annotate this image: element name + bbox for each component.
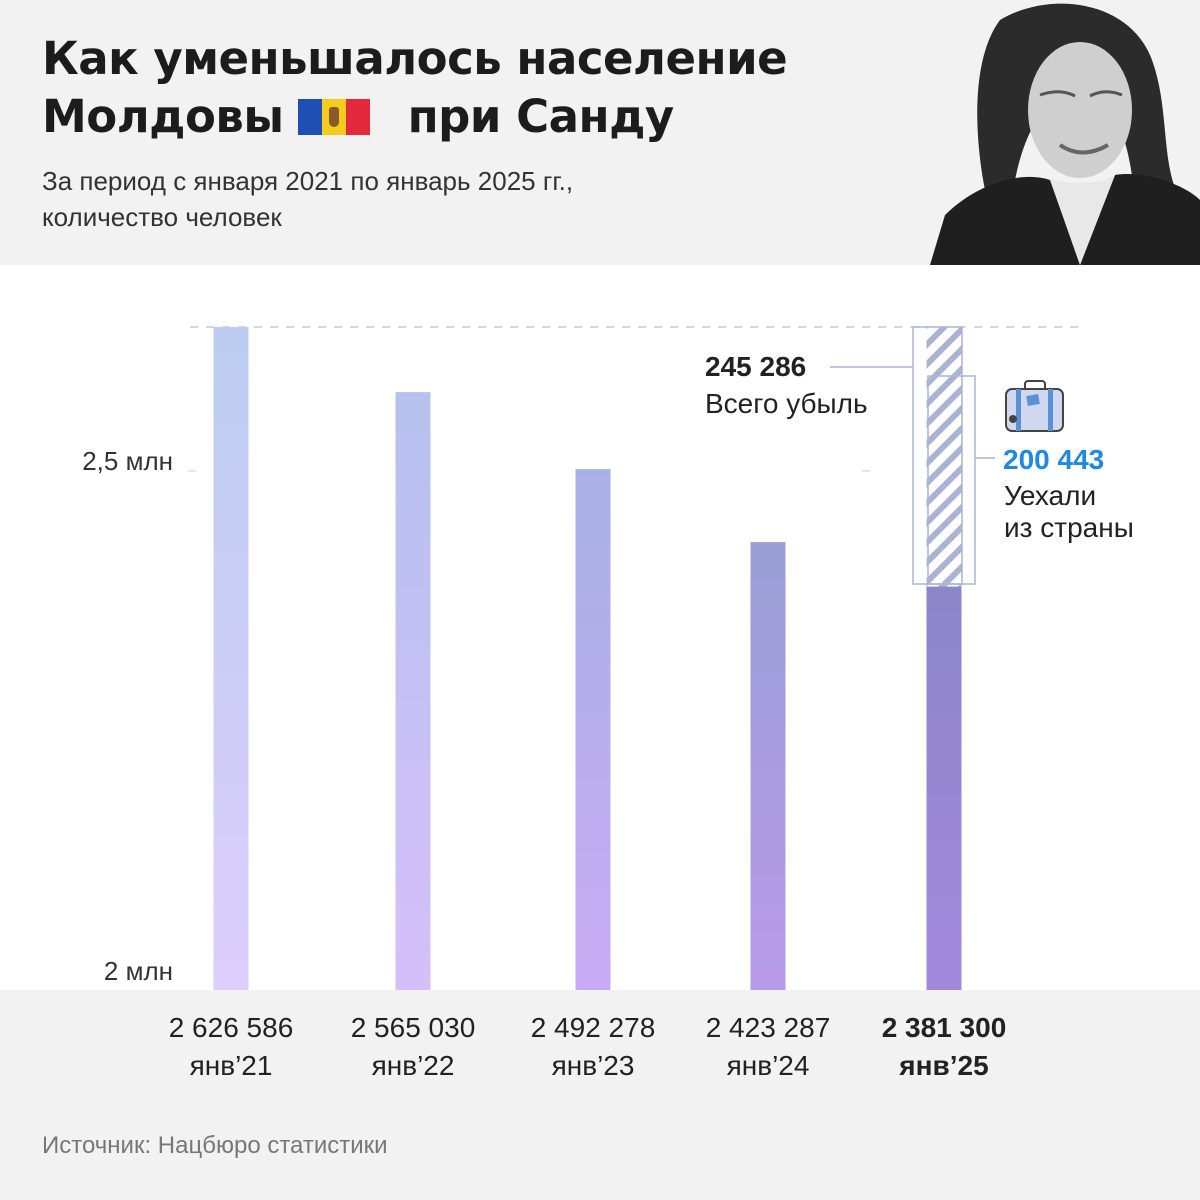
title-line-2: Молдовы при Санду <box>42 88 787 146</box>
header: Как уменьшалось население Молдовы при Са… <box>0 0 1200 265</box>
bar-category-label: янв’25 <box>898 1050 988 1081</box>
y-tick-label: 2,5 млн <box>82 446 173 476</box>
title-suffix: при Санду <box>407 90 675 143</box>
bar-value-label: 2 565 030 <box>351 1012 476 1043</box>
emigrated-outline <box>927 375 976 585</box>
subtitle: За период с января 2021 по январь 2025 г… <box>42 163 573 235</box>
bar <box>926 586 962 990</box>
bar-category-label: янв’21 <box>190 1050 273 1081</box>
gridlines <box>188 326 1085 472</box>
suitcase-icon <box>1005 380 1064 432</box>
bar-value-label: 2 492 278 <box>531 1012 656 1043</box>
portrait-photo <box>930 3 1200 265</box>
page-title: Как уменьшалось население Молдовы при Са… <box>42 30 788 146</box>
emigrated-value: 200 443 <box>1003 444 1104 475</box>
moldova-flag-icon <box>297 99 370 135</box>
subtitle-line-1: За период с января 2021 по январь 2025 г… <box>42 166 574 196</box>
subtitle-line-2: количество человек <box>42 202 282 232</box>
total-loss-label: Всего убыль <box>705 388 868 419</box>
source-note: Источник: Нацбюро статистики <box>42 1132 388 1159</box>
emigrated-label-line-2: из страны <box>1004 512 1134 543</box>
bar-value-label: 2 423 287 <box>706 1012 831 1043</box>
title-country: Молдовы <box>42 90 284 143</box>
bar-value-label: 2 626 586 <box>169 1012 294 1043</box>
x-axis-strip <box>0 990 1200 1200</box>
bar <box>750 542 786 990</box>
total-loss-hatch <box>926 327 962 587</box>
bar-category-label: янв’24 <box>727 1050 810 1081</box>
bar <box>213 327 249 990</box>
bar <box>395 392 431 991</box>
title-line-1: Как уменьшалось население <box>42 32 788 85</box>
y-axis-labels: 2,5 млн 2 млн <box>82 446 173 986</box>
emigrated-label-line-1: Уехали <box>1004 480 1096 511</box>
bars <box>213 327 962 991</box>
bar <box>575 469 611 991</box>
y-tick-label: 2 млн <box>104 956 173 986</box>
total-loss-value: 245 286 <box>705 351 806 382</box>
bar-category-label: янв’23 <box>552 1050 635 1081</box>
bar-value-label: 2 381 300 <box>882 1012 1007 1043</box>
bar-category-label: янв’22 <box>372 1050 455 1081</box>
x-axis-labels: 2 626 586 янв’21 2 565 030 янв’22 2 492 278 я… <box>169 1012 1007 1081</box>
